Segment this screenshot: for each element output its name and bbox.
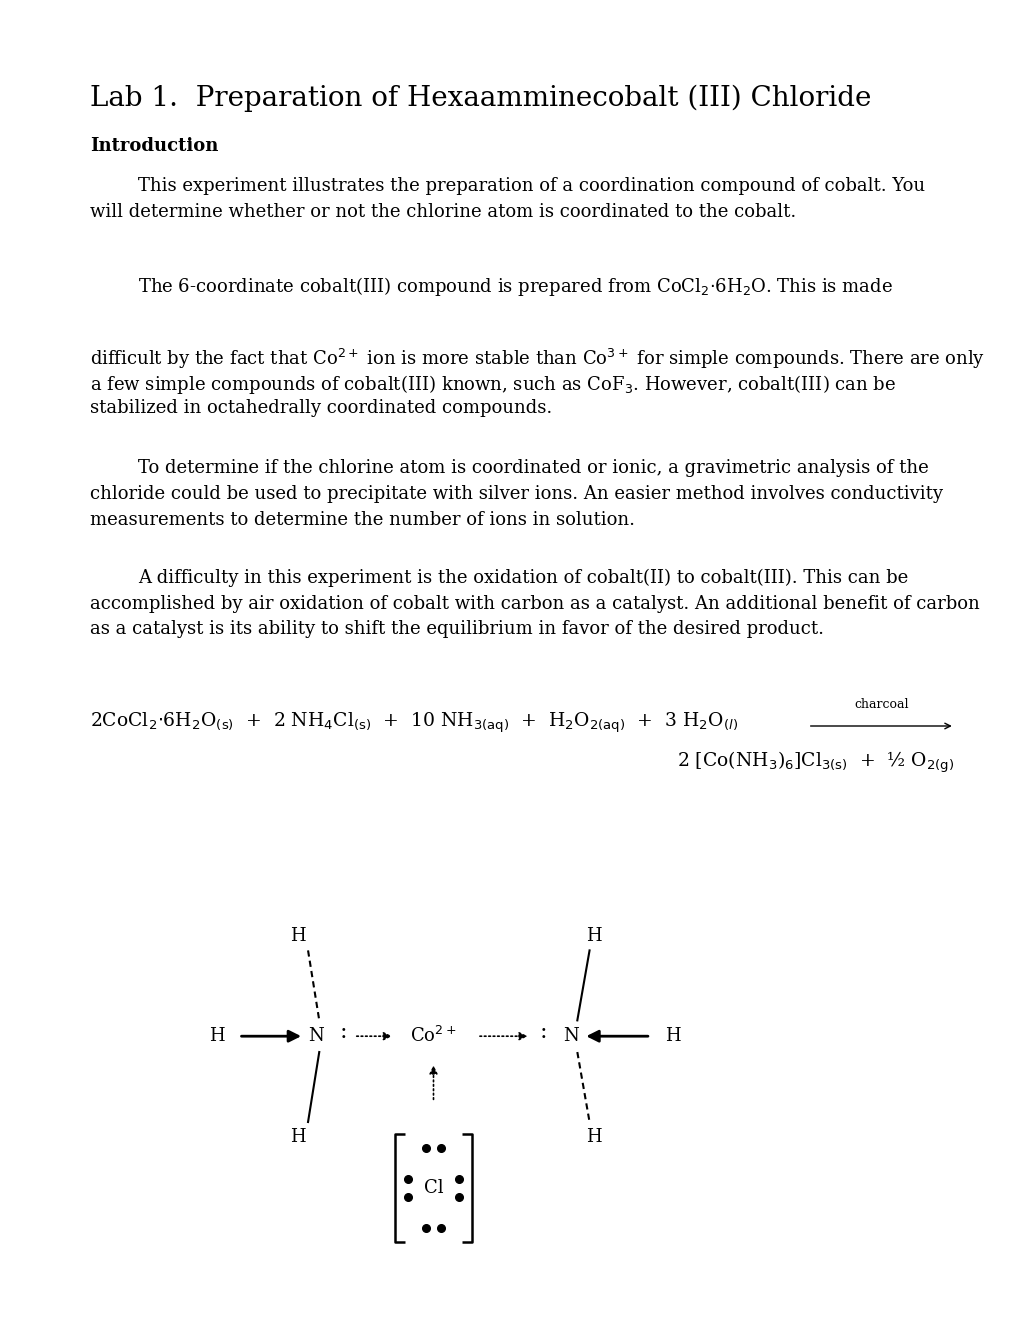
Text: measurements to determine the number of ions in solution.: measurements to determine the number of … — [90, 511, 634, 529]
Text: N: N — [308, 1027, 324, 1045]
Text: Cl: Cl — [423, 1179, 443, 1197]
Text: :: : — [539, 1022, 546, 1043]
Text: H: H — [289, 927, 306, 945]
Text: Introduction: Introduction — [90, 137, 218, 156]
Text: charcoal: charcoal — [853, 698, 908, 711]
Text: Lab 1.  Preparation of Hexaamminecobalt (III) Chloride: Lab 1. Preparation of Hexaamminecobalt (… — [90, 84, 870, 112]
Text: will determine whether or not the chlorine atom is coordinated to the cobalt.: will determine whether or not the chlori… — [90, 202, 795, 220]
Text: 2CoCl$_2$$\cdot$6H$_2$O$_{\rm(s)}$  +  2 NH$_4$Cl$_{\rm(s)}$  +  10 NH$_{3\rm(aq: 2CoCl$_2$$\cdot$6H$_2$O$_{\rm(s)}$ + 2 N… — [90, 710, 737, 735]
Text: H: H — [664, 1027, 680, 1045]
Text: 2 [Co(NH$_3$)$_6$]Cl$_{3\rm(s)}$  +  ½ O$_{2\rm(g)}$: 2 [Co(NH$_3$)$_6$]Cl$_{3\rm(s)}$ + ½ O$_… — [677, 750, 954, 775]
Text: H: H — [585, 1127, 601, 1146]
Text: a few simple compounds of cobalt(III) known, such as CoF$_3$. However, cobalt(II: a few simple compounds of cobalt(III) kn… — [90, 372, 895, 396]
Text: accomplished by air oxidation of cobalt with carbon as a catalyst. An additional: accomplished by air oxidation of cobalt … — [90, 594, 978, 612]
Text: N: N — [562, 1027, 579, 1045]
Text: stabilized in octahedrally coordinated compounds.: stabilized in octahedrally coordinated c… — [90, 399, 551, 417]
Text: To determine if the chlorine atom is coordinated or ionic, a gravimetric analysi: To determine if the chlorine atom is coo… — [138, 459, 927, 478]
Text: H: H — [289, 1127, 306, 1146]
Text: This experiment illustrates the preparation of a coordination compound of cobalt: This experiment illustrates the preparat… — [138, 177, 924, 195]
Text: A difficulty in this experiment is the oxidation of cobalt(II) to cobalt(III). T: A difficulty in this experiment is the o… — [138, 569, 907, 587]
Text: H: H — [585, 927, 601, 945]
Text: difficult by the fact that Co$^{2+}$ ion is more stable than Co$^{3+}$ for simpl: difficult by the fact that Co$^{2+}$ ion… — [90, 347, 984, 371]
Text: H: H — [209, 1027, 224, 1045]
Text: :: : — [339, 1022, 346, 1043]
Text: The 6-coordinate cobalt(III) compound is prepared from CoCl$_2$$\cdot$6H$_2$O. T: The 6-coordinate cobalt(III) compound is… — [138, 275, 892, 297]
Text: as a catalyst is its ability to shift the equilibrium in favor of the desired pr: as a catalyst is its ability to shift th… — [90, 620, 823, 639]
Text: Co$^{2+}$: Co$^{2+}$ — [410, 1026, 457, 1047]
Text: chloride could be used to precipitate with silver ions. An easier method involve: chloride could be used to precipitate wi… — [90, 484, 942, 503]
